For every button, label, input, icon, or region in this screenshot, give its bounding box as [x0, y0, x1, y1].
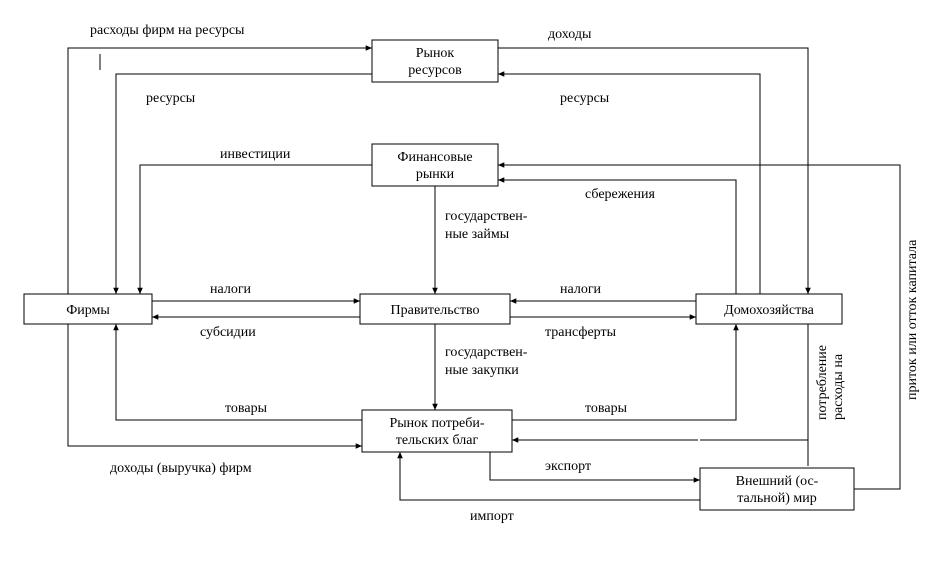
label-incomes: доходы	[548, 27, 592, 42]
node-financial-market-l2: рынки	[416, 167, 455, 182]
node-resource-market-l1: Рынок	[416, 46, 455, 61]
label-capital-flow: приток или отток капитала	[905, 239, 920, 400]
label-gov-loans1: государствен-	[445, 209, 528, 224]
node-households-label: Домохозяйства	[724, 303, 814, 318]
label-goods-right: товары	[585, 401, 628, 416]
label-gov-loans2: ные займы	[445, 227, 510, 242]
edge-resources-left	[116, 74, 372, 294]
label-firm-revenue: доходы (выручка) фирм	[110, 461, 252, 476]
node-firms: Фирмы	[24, 294, 152, 324]
circular-flow-diagram: Фирмы Правительство Домохозяйства Рынок …	[0, 0, 938, 568]
node-goods-market-l1: Рынок потреби-	[389, 416, 484, 431]
label-resources-right: ресурсы	[560, 91, 610, 106]
label-gov-purch2: ные закупки	[445, 363, 519, 378]
edge-firm-expenses	[68, 48, 372, 294]
node-firms-label: Фирмы	[66, 303, 110, 318]
label-resources-left: ресурсы	[146, 91, 196, 106]
edge-export	[490, 452, 700, 480]
edge-firm-revenue-flow	[68, 324, 362, 446]
label-taxes-left: налоги	[210, 282, 252, 297]
label-transfers: трансферты	[545, 325, 617, 340]
node-government: Правительство	[360, 294, 510, 324]
label-export: экспорт	[545, 459, 591, 474]
node-government-label: Правительство	[391, 303, 480, 318]
label-consumption1: расходы на	[831, 353, 846, 420]
label-investments: инвестиции	[220, 147, 291, 162]
node-external-world: Внешний (ос- тальной) мир	[700, 468, 854, 510]
node-goods-market: Рынок потреби- тельских благ	[362, 410, 512, 452]
label-gov-purch1: государствен-	[445, 345, 528, 360]
edge-investments	[140, 165, 372, 294]
label-consumption2: потребление	[815, 345, 830, 420]
node-financial-market-l1: Финансовые	[397, 150, 472, 165]
node-external-world-l2: тальной) мир	[737, 491, 817, 506]
label-goods-left: товары	[225, 401, 268, 416]
edge-incomes	[498, 48, 808, 294]
node-goods-market-l2: тельских благ	[396, 433, 479, 448]
node-external-world-l1: Внешний (ос-	[736, 474, 819, 489]
node-financial-market: Финансовые рынки	[372, 144, 498, 186]
node-resource-market: Рынок ресурсов	[372, 40, 498, 82]
node-households: Домохозяйства	[696, 294, 842, 324]
label-subsidies: субсидии	[200, 325, 256, 340]
label-savings: сбережения	[585, 187, 655, 202]
edge-resources-right	[498, 74, 760, 294]
node-resource-market-l2: ресурсов	[408, 63, 462, 78]
label-taxes-right: налоги	[560, 282, 602, 297]
label-import: импорт	[470, 509, 514, 524]
label-firm-expenses: расходы фирм на ресурсы	[90, 23, 245, 38]
